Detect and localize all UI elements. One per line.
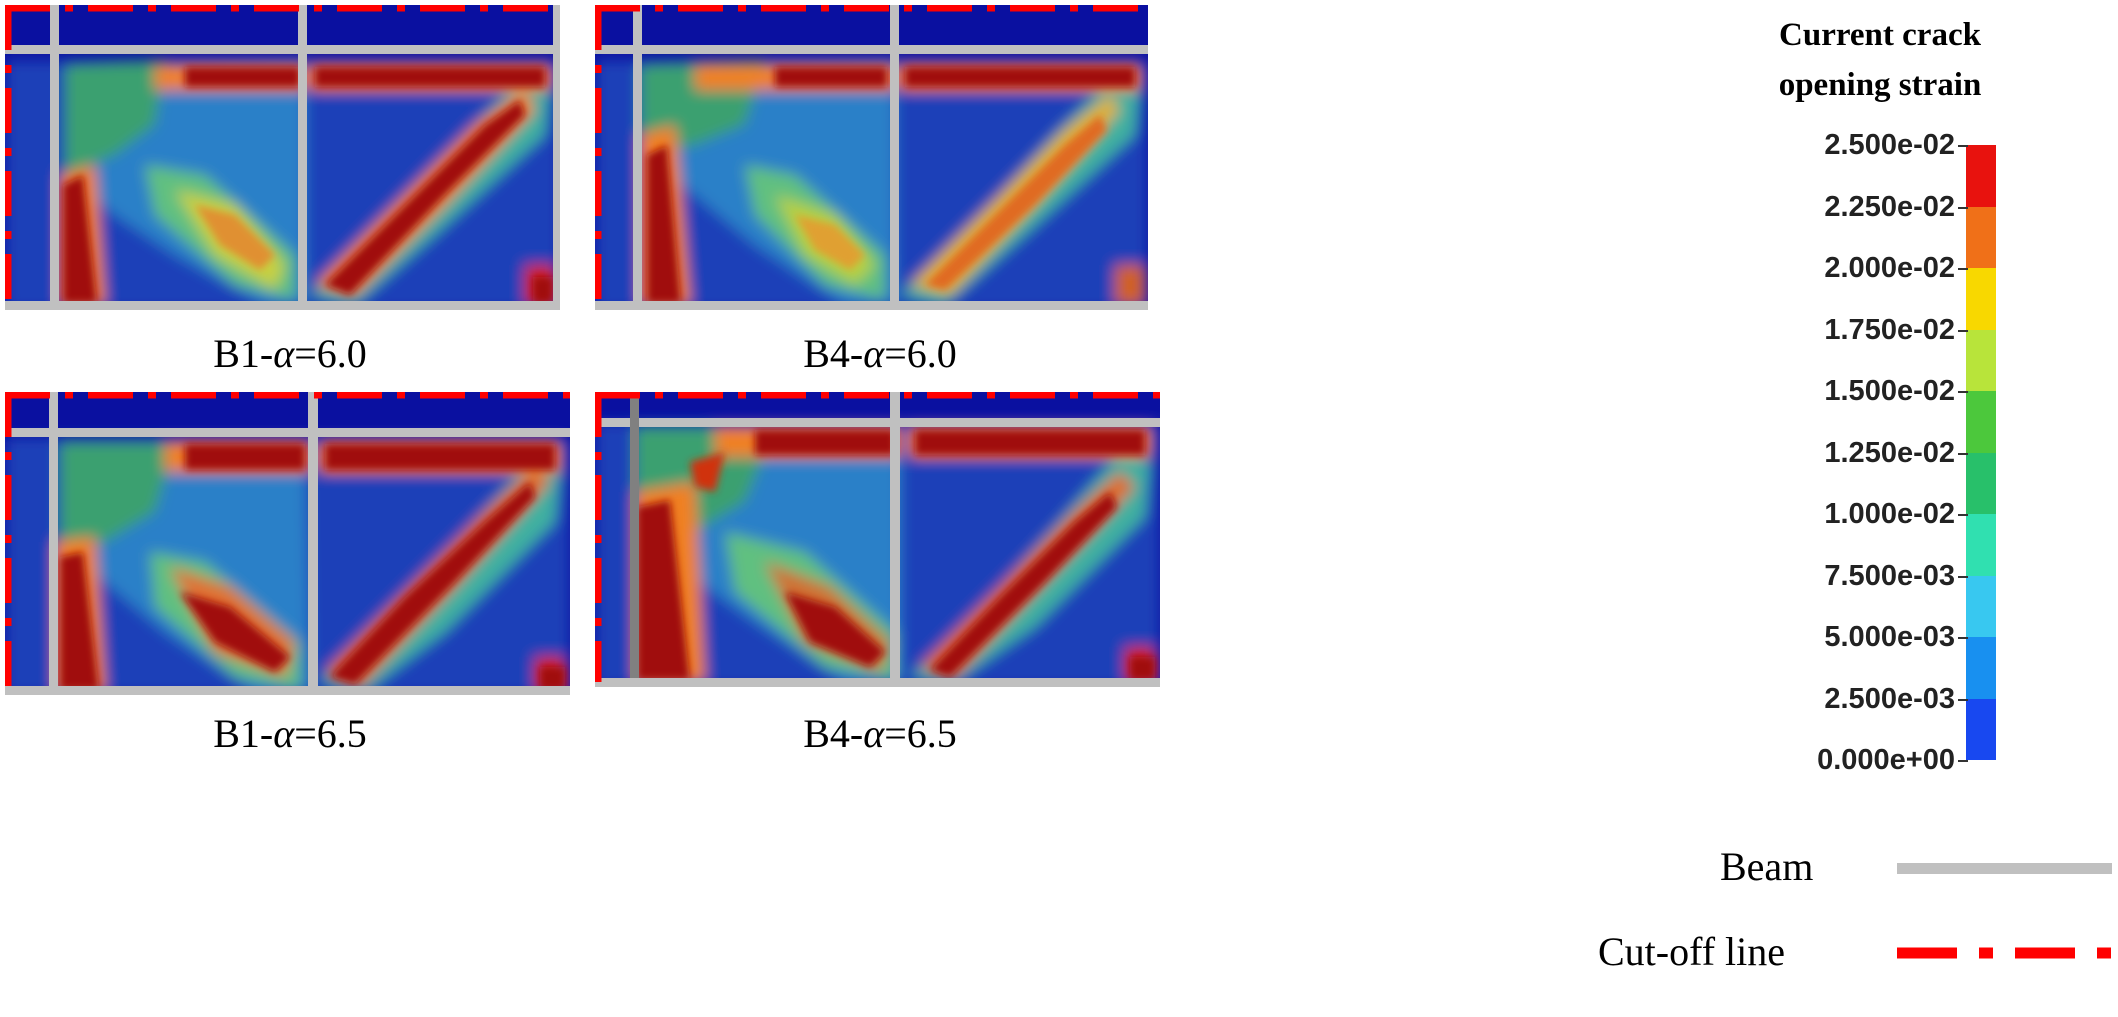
caption-prefix: B1- <box>213 331 274 376</box>
colorbar-band <box>1966 637 1996 699</box>
colorbar-tick-label: 1.250e-02 <box>1824 436 1955 469</box>
caption-prefix: B1- <box>213 711 274 756</box>
colorbar <box>1966 145 1996 760</box>
colorbar-tick-label: 7.500e-03 <box>1824 559 1955 592</box>
colorbar-tick-label: 2.500e-03 <box>1824 682 1955 715</box>
alpha-symbol: α <box>273 331 295 376</box>
colorbar-tick-mark <box>1958 145 1968 147</box>
colorbar-band <box>1966 575 1996 637</box>
colorbar-tick-mark <box>1958 698 1968 701</box>
colorbar-tick-label: 1.500e-02 <box>1824 375 1955 407</box>
colorbar-tick-mark <box>1958 637 1968 639</box>
colorbar-band <box>1966 145 1996 207</box>
colorbar-tick-mark <box>1958 329 1968 332</box>
colorbar-tick-label: 2.000e-02 <box>1824 252 1955 284</box>
colorbar-tick-mark <box>1958 452 1968 455</box>
colorbar-tick-label: 2.500e-02 <box>1824 129 1955 161</box>
legend-title: Current crack opening strain <box>1735 10 2025 110</box>
colorbar-tick-label: 1.750e-02 <box>1824 313 1955 346</box>
caption-value: =6.5 <box>294 711 367 756</box>
caption-b4-6-5: B4-α=6.5 <box>750 710 1010 757</box>
legend-title-line-1: Current crack <box>1779 17 1981 53</box>
colorbar-tick-label: 2.250e-02 <box>1824 190 1955 223</box>
colorbar-tick-label: 5.000e-03 <box>1824 621 1955 653</box>
colorbar-band <box>1966 391 1996 453</box>
caption-b1-6-0: B1-α=6.0 <box>160 330 420 377</box>
beam-key-line <box>1897 863 2112 874</box>
caption-prefix: B4- <box>803 331 864 376</box>
colorbar-band <box>1966 206 1996 268</box>
contour-panel-b4-6-5 <box>595 392 1160 687</box>
colorbar-band <box>1966 268 1996 330</box>
colorbar-tick-label: 1.000e-02 <box>1824 498 1955 530</box>
colorbar-band <box>1966 514 1996 576</box>
beam-key-label: Beam <box>1720 844 1814 889</box>
colorbar-tick-mark <box>1958 206 1968 209</box>
caption-value: =6.5 <box>884 711 957 756</box>
colorbar-tick-mark <box>1958 514 1968 516</box>
legend-title-line-2: opening strain <box>1778 67 1982 103</box>
alpha-symbol: α <box>863 331 885 376</box>
colorbar-tick-mark <box>1958 760 1968 762</box>
contour-panel-b1-6-5 <box>5 392 570 695</box>
caption-value: =6.0 <box>884 331 957 376</box>
contour-panel-b1-6-0 <box>5 5 560 310</box>
colorbar-tick-mark <box>1958 268 1968 270</box>
colorbar-band <box>1966 329 1996 391</box>
colorbar-tick-mark <box>1958 391 1968 393</box>
cutoff-key-line <box>1897 947 2112 959</box>
cutoff-key-label: Cut-off line <box>1598 929 1786 974</box>
contour-panel-b4-6-0 <box>595 5 1148 310</box>
colorbar-band <box>1966 452 1996 514</box>
caption-b4-6-0: B4-α=6.0 <box>750 330 1010 377</box>
colorbar-tick-mark <box>1958 575 1968 578</box>
colorbar-band <box>1966 698 1996 760</box>
alpha-symbol: α <box>863 711 885 756</box>
caption-b1-6-5: B1-α=6.5 <box>160 710 420 757</box>
caption-prefix: B4- <box>803 711 864 756</box>
alpha-symbol: α <box>273 711 295 756</box>
colorbar-tick-label: 0.000e+00 <box>1817 744 1955 776</box>
caption-value: =6.0 <box>294 331 367 376</box>
